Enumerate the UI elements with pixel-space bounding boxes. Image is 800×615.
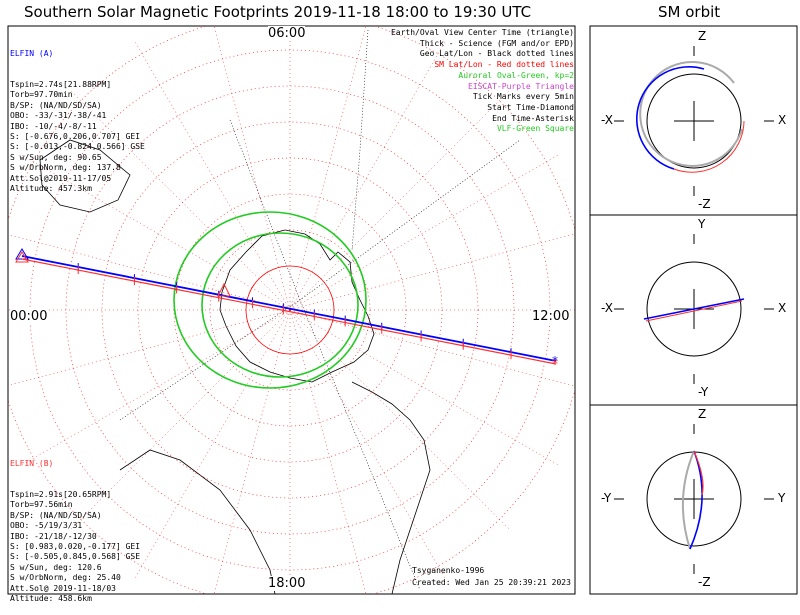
elfin-a-line: Altitude: 457.3km xyxy=(10,184,92,194)
legend-entry: Auroral Oval-Green, kp=2 xyxy=(458,70,574,80)
sm-axis-label: -Z xyxy=(698,575,711,589)
sm-longitude-line xyxy=(134,309,291,579)
earth-circle xyxy=(646,73,742,169)
elfin-a-line: OBO: -33/-31/-38/-41 xyxy=(10,111,107,121)
australia-outline xyxy=(39,139,131,213)
africa-outline xyxy=(119,449,276,594)
elfin-b-line: OBO: -5/19/3/31 xyxy=(10,521,83,531)
auroral-oval-outer xyxy=(173,211,367,389)
clock-label-right: 12:00 xyxy=(532,309,570,324)
sm-axis-label: Z xyxy=(698,407,707,421)
legend-entry: Start Time-Diamond xyxy=(487,102,574,112)
elfin-b-line: Tspin=2.91s[20.65RPM] xyxy=(10,490,112,500)
geo-meridian xyxy=(119,139,521,421)
sm-panel-frame xyxy=(589,25,798,595)
elfin-a-line: S: [-0.676,0.206,0.707] GEI xyxy=(10,132,141,142)
end-asterisk: * xyxy=(552,357,558,371)
elfin-b-line: B/SP: (NA/ND/SD/SA) xyxy=(10,510,102,520)
clock-label-top: 06:00 xyxy=(268,26,306,41)
legend-entry: Thick - Science (FGM and/or EPD) xyxy=(419,38,574,48)
clock-label-left: 00:00 xyxy=(10,309,48,324)
view-center-triangle xyxy=(15,251,29,263)
orbit-trace-b xyxy=(673,120,745,173)
antarctica-outline xyxy=(219,229,375,383)
elfin-a-line: S w/OrbNorm, deg: 137.8 xyxy=(10,163,121,173)
sm-axis-label: -X xyxy=(601,113,613,127)
polar-map xyxy=(39,29,521,594)
sm-axis-label: X xyxy=(778,113,787,127)
view-center-triangle xyxy=(217,282,231,297)
elfin-a-line: S w/Sun, deg: 90.65 xyxy=(10,152,102,162)
legend: Earth/Oval View Center Time (triangle) Th… xyxy=(391,28,574,135)
elfin-b-line: S w/OrbNorm, deg: 25.40 xyxy=(10,573,121,583)
orbit-trace xyxy=(639,60,743,167)
elfin-b-line: Altitude: 458.6km xyxy=(10,594,92,604)
sm-orbit-title: SM orbit xyxy=(658,3,721,21)
elfin-a-line: Att.Sol@2019-11-17/05 xyxy=(10,173,112,183)
elfin-a-line: Torb=97.70min xyxy=(10,90,73,100)
created-label: Created: Wed Jan 25 20:39:21 2023 xyxy=(412,578,571,587)
orbit-trace-b xyxy=(693,450,704,496)
elfin-a-line: IBO: -10/-4/-8/-11 xyxy=(10,121,97,131)
orbit-trace-a xyxy=(643,298,745,320)
elfin-b-name: ELFIN (B) xyxy=(10,458,54,468)
orbit-trace-a xyxy=(636,66,705,170)
elfin-b-line: S: [0.983,0.020,-0.177] GEI xyxy=(10,542,141,552)
sm-axis-label: -X xyxy=(601,301,613,315)
sm-longitude-line xyxy=(213,26,291,311)
sm-longitude-line xyxy=(289,154,559,311)
legend-entry: Earth/Oval View Center Time (triangle) xyxy=(390,28,574,37)
earth-circle xyxy=(646,261,742,357)
elfin-a-line: B/SP: (NA/ND/SD/SA) xyxy=(10,100,102,110)
sm-longitude-line xyxy=(289,309,367,594)
sm-longitude-line xyxy=(289,309,510,530)
sm-axis-label: X xyxy=(778,301,787,315)
elfin-b-info: ELFIN (B) Tspin=2.91s[20.65RPM] Torb=97.5… xyxy=(10,438,140,615)
legend-entry: VLF-Green Square xyxy=(496,124,574,134)
geo-meridian xyxy=(229,119,421,591)
elfin-b-line: IBO: -21/18/-12/30 xyxy=(10,531,97,541)
sm-axis-label: -Y xyxy=(601,491,612,505)
page-title: Southern Solar Magnetic Footprints 2019-… xyxy=(24,3,532,21)
south-america-outline xyxy=(351,381,431,594)
sm-axis-label: -Y xyxy=(698,385,709,399)
end-asterisk: * xyxy=(552,354,558,368)
footprint-track xyxy=(21,255,557,362)
elfin-b-line: S w/Sun, deg: 120.6 xyxy=(10,562,102,572)
elfin-b-line: Torb=97.56min xyxy=(10,500,73,510)
legend-entry: EISCAT-Purple Triangle xyxy=(468,81,574,91)
model-label: Tsyganenko-1996 xyxy=(412,566,485,575)
legend-entry: Tick Marks every 5min xyxy=(472,92,574,102)
elfin-b-line: Att.Sol@ 2019-11-18/03 xyxy=(10,583,116,593)
elfin-a-name: ELFIN (A) xyxy=(10,48,54,58)
sm-longitude-line xyxy=(8,234,291,311)
sm-axis-label: Z xyxy=(698,29,707,43)
sm-axis-label: Y xyxy=(698,217,706,231)
footprint-track xyxy=(21,258,557,365)
sm-axis-label: -Z xyxy=(698,197,711,211)
elfin-a-info: ELFIN (A) Tspin=2.74s[21.88RPM] Torb=97.7… xyxy=(10,28,145,205)
sm-axis-label: Y xyxy=(778,491,786,505)
legend-entry: End Time-Asterisk xyxy=(492,113,574,123)
auroral-oval-inner xyxy=(201,232,359,378)
clock-label-bottom: 18:00 xyxy=(268,576,306,591)
elfin-b-line: S: [-0.505,0.845,0.568] GSE xyxy=(10,552,141,562)
legend-entry: Geo Lat/Lon - Black dotted lines xyxy=(419,49,574,59)
legend-entry: SM Lat/Lon - Red dotted lines xyxy=(434,60,574,70)
geo-meridian xyxy=(351,29,369,251)
orbit-trace-b xyxy=(645,300,743,322)
elfin-a-line: S: [-0.013,-0.824,0.566] GSE xyxy=(10,142,145,152)
sm-longitude-line xyxy=(289,233,575,311)
orbit-trace xyxy=(681,450,695,550)
orbit-trace-a xyxy=(689,450,703,550)
elfin-a-line: Tspin=2.74s[21.88RPM] xyxy=(10,80,112,90)
